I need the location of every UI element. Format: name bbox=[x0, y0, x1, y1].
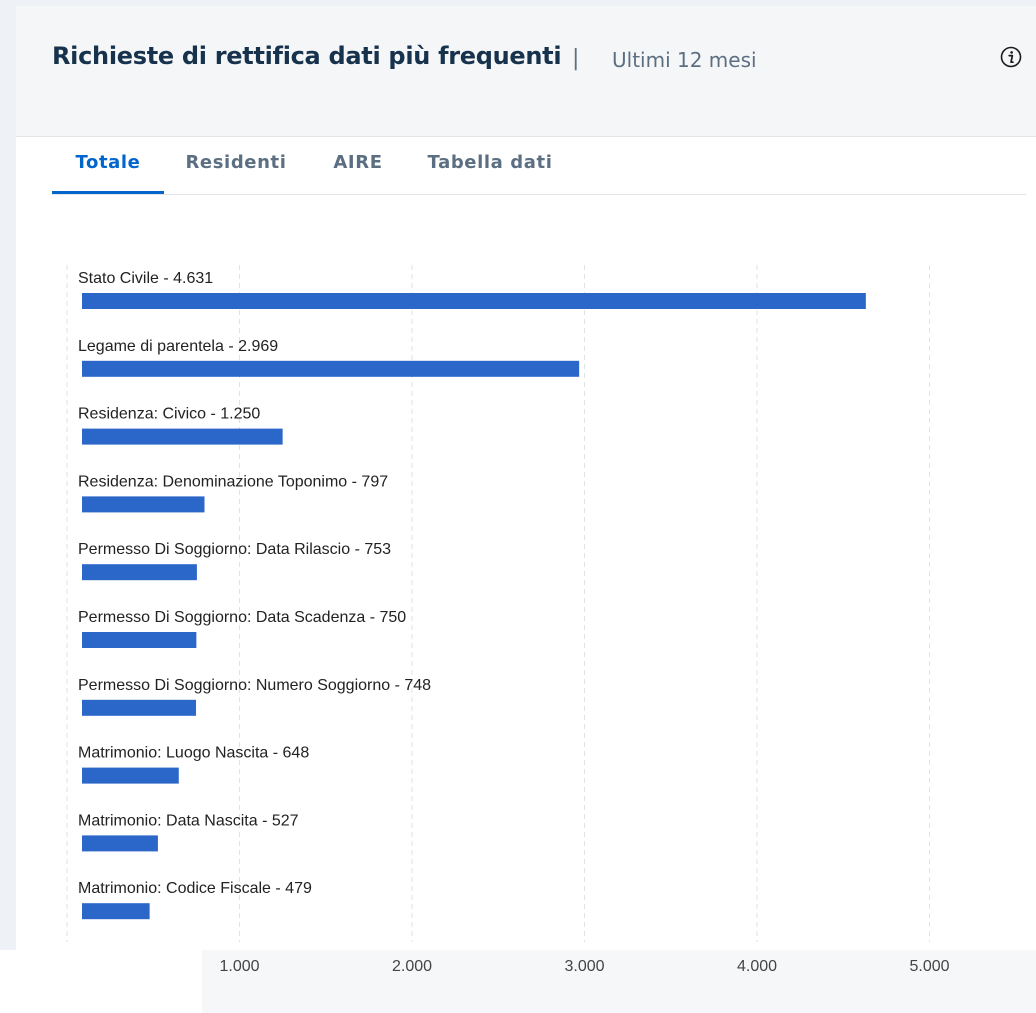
data-label: Residenza: Denominazione Toponimo - 797 bbox=[78, 473, 388, 490]
x-tick-label: 4.000 bbox=[737, 958, 777, 975]
title-separator: | bbox=[572, 46, 580, 71]
bar bbox=[82, 835, 158, 852]
tab-residenti[interactable]: Residenti bbox=[185, 152, 287, 173]
bar bbox=[82, 496, 205, 513]
page-title: Richieste di rettifica dati più frequent… bbox=[52, 42, 562, 70]
tab-tabella-dati[interactable]: Tabella dati bbox=[427, 152, 553, 173]
x-tick-label: 3.000 bbox=[564, 958, 604, 975]
bar bbox=[82, 632, 197, 648]
tab-bar: Totale Residenti AIRE Tabella dati bbox=[52, 136, 1026, 195]
footer-panel bbox=[202, 950, 1036, 1013]
chart-card: Richieste di rettifica dati più frequent… bbox=[16, 6, 1036, 950]
data-label: Permesso Di Soggiorno: Numero Soggiorno … bbox=[78, 677, 431, 694]
tab-aire[interactable]: AIRE bbox=[333, 152, 383, 173]
x-tick-label: 1.000 bbox=[219, 958, 259, 975]
bar bbox=[82, 699, 197, 716]
data-label: Matrimonio: Codice Fiscale - 479 bbox=[78, 880, 312, 897]
data-label: Stato Civile - 4.631 bbox=[78, 270, 213, 287]
data-label: Residenza: Civico - 1.250 bbox=[78, 406, 260, 423]
data-label: Matrimonio: Data Nascita - 527 bbox=[78, 812, 299, 829]
x-tick-label: 2.000 bbox=[392, 958, 432, 975]
footer-left bbox=[0, 950, 202, 1013]
x-tick-label: 5.000 bbox=[909, 958, 949, 975]
bar bbox=[82, 767, 179, 784]
period-label: Ultimi 12 mesi bbox=[612, 48, 757, 72]
bar bbox=[82, 360, 580, 377]
data-label: Permesso Di Soggiorno: Data Rilascio - 7… bbox=[78, 541, 391, 558]
data-label: Permesso Di Soggiorno: Data Scadenza - 7… bbox=[78, 609, 406, 626]
data-label: Legame di parentela - 2.969 bbox=[78, 338, 278, 355]
bar bbox=[82, 564, 197, 581]
data-label: Matrimonio: Luogo Nascita - 648 bbox=[78, 745, 309, 762]
tab-totale[interactable]: Totale bbox=[52, 152, 164, 194]
bar bbox=[82, 903, 150, 920]
bar bbox=[82, 293, 866, 309]
bar bbox=[82, 428, 283, 445]
info-circle-icon[interactable] bbox=[1000, 46, 1022, 68]
card-header: Richieste di rettifica dati più frequent… bbox=[16, 6, 1036, 137]
